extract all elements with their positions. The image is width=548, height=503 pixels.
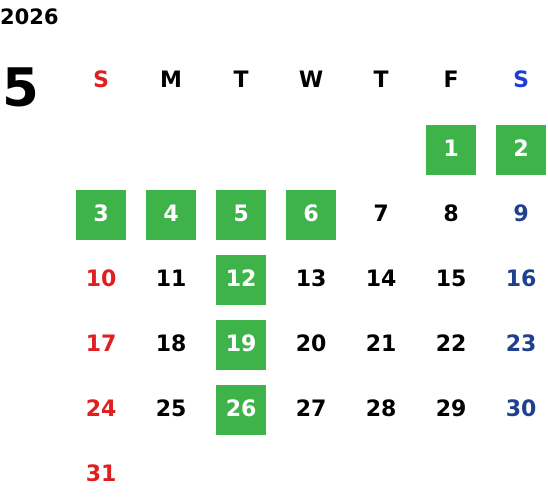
day-cell-8[interactable]: 8 xyxy=(443,202,459,227)
weekday-header-saturday: S xyxy=(513,68,529,93)
weekday-header-tuesday: T xyxy=(233,68,249,93)
day-cell-12[interactable]: 12 xyxy=(216,255,266,305)
day-cell-26[interactable]: 26 xyxy=(216,385,266,435)
day-cell-11[interactable]: 11 xyxy=(155,267,187,292)
day-cell-3[interactable]: 3 xyxy=(76,190,126,240)
day-cell-19[interactable]: 19 xyxy=(216,320,266,370)
day-cell-15[interactable]: 15 xyxy=(435,267,467,292)
day-cell-16[interactable]: 16 xyxy=(505,267,537,292)
day-cell-23[interactable]: 23 xyxy=(505,332,537,357)
day-cell-2[interactable]: 2 xyxy=(496,125,546,175)
day-cell-9[interactable]: 9 xyxy=(513,202,529,227)
day-cell-22[interactable]: 22 xyxy=(435,332,467,357)
weekday-header-sunday: S xyxy=(93,68,109,93)
day-cell-21[interactable]: 21 xyxy=(365,332,397,357)
day-cell-27[interactable]: 27 xyxy=(295,397,327,422)
day-cell-14[interactable]: 14 xyxy=(365,267,397,292)
weekday-header-friday: F xyxy=(443,68,459,93)
day-cell-13[interactable]: 13 xyxy=(295,267,327,292)
day-cell-4[interactable]: 4 xyxy=(146,190,196,240)
day-cell-30[interactable]: 30 xyxy=(505,397,537,422)
day-cell-31[interactable]: 31 xyxy=(85,462,117,487)
weekday-header-thursday: T xyxy=(373,68,389,93)
weekday-header-monday: M xyxy=(160,68,182,93)
day-cell-25[interactable]: 25 xyxy=(155,397,187,422)
day-cell-17[interactable]: 17 xyxy=(85,332,117,357)
month-number: 5 xyxy=(2,58,39,119)
day-cell-29[interactable]: 29 xyxy=(435,397,467,422)
day-cell-24[interactable]: 24 xyxy=(85,397,117,422)
day-cell-18[interactable]: 18 xyxy=(155,332,187,357)
day-cell-28[interactable]: 28 xyxy=(365,397,397,422)
day-cell-7[interactable]: 7 xyxy=(373,202,389,227)
weekday-header-wednesday: W xyxy=(298,68,324,93)
day-cell-1[interactable]: 1 xyxy=(426,125,476,175)
year-label: 2026 xyxy=(0,5,59,29)
day-cell-10[interactable]: 10 xyxy=(85,267,117,292)
day-cell-5[interactable]: 5 xyxy=(216,190,266,240)
day-cell-6[interactable]: 6 xyxy=(286,190,336,240)
day-cell-20[interactable]: 20 xyxy=(295,332,327,357)
